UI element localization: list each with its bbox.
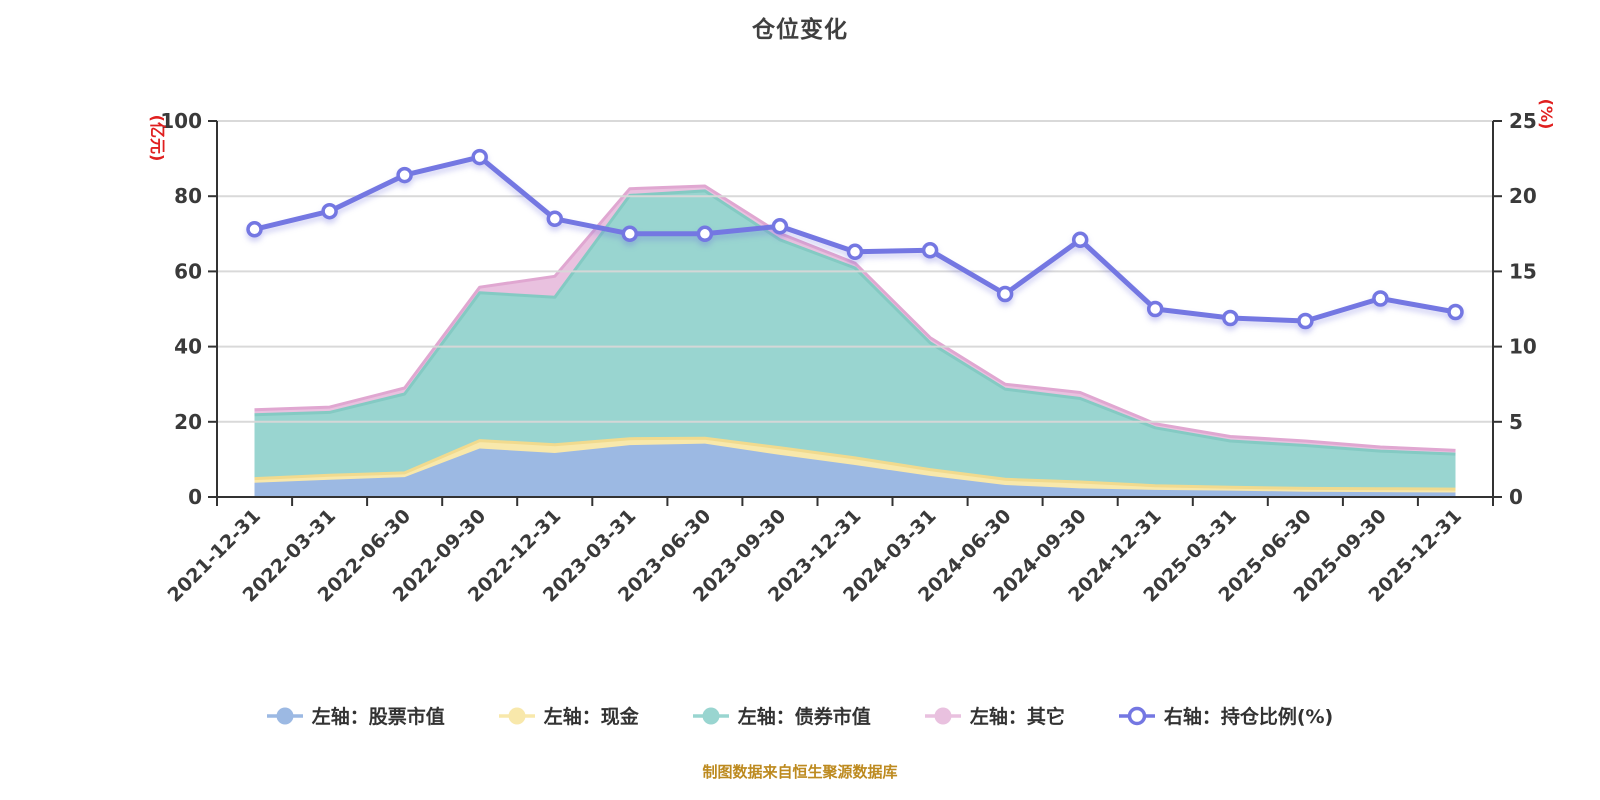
y-axis-left-label: 20: [174, 410, 202, 434]
y-axis-right-label: 10: [1509, 335, 1537, 359]
legend-item-4[interactable]: 左轴：其它: [924, 702, 1065, 729]
axes: [208, 120, 1502, 506]
y-axis-left-unit: (亿元): [148, 115, 167, 162]
area-top-edge-4: [254, 184, 1456, 452]
ratio-line-marker: [846, 243, 864, 261]
legend-marker-icon: [924, 707, 961, 724]
gridlines: [217, 120, 1493, 423]
y-axis-right-unit: (%): [1537, 99, 1556, 130]
ratio-line-marker: [771, 218, 789, 235]
y-axis-left-label: 60: [174, 259, 202, 283]
legend-marker-icon: [498, 707, 535, 724]
legend-item-label: 左轴：其它: [969, 706, 1065, 728]
legend-item-5[interactable]: 右轴：持仓比例(%): [1118, 702, 1334, 729]
y-axis-left-label: 100: [160, 109, 202, 133]
y-axis-right-label: 0: [1509, 485, 1523, 509]
ratio-line-marker: [1297, 312, 1314, 330]
chart-legend: 左轴：股票市值 左轴：现金 左轴：债券市值 左轴：其它 右轴：持仓比例(%): [0, 702, 1600, 729]
y-axis-right-label: 20: [1509, 184, 1537, 208]
ratio-line-marker: [1447, 303, 1464, 321]
ratio-line-marker: [996, 285, 1014, 303]
legend-marker-icon: [266, 707, 303, 724]
ratio-line-marker: [396, 166, 413, 184]
y-axis-left-label: 80: [174, 184, 202, 208]
legend-item-2[interactable]: 左轴：现金: [498, 702, 639, 729]
legend-item-label: 右轴：持仓比例(%): [1163, 706, 1334, 728]
ratio-line-marker: [321, 202, 338, 220]
chart-title: 仓位变化: [752, 17, 848, 43]
legend-item-label: 左轴：现金: [543, 706, 639, 728]
area-top-edge-2: [254, 436, 1456, 491]
legend-marker-icon: [692, 707, 729, 724]
ratio-line-marker: [1372, 290, 1389, 307]
area-series-1: [254, 443, 1456, 497]
ratio-line-marker: [921, 242, 939, 259]
legend-item-3[interactable]: 左轴：债券市值: [692, 702, 871, 729]
ratio-line-marker: [471, 148, 488, 166]
legend-item-1[interactable]: 左轴：股票市值: [266, 702, 445, 729]
ratio-line-series: [246, 148, 1464, 330]
ratio-line-marker: [1071, 231, 1089, 249]
y-axis-right-label: 15: [1509, 259, 1537, 283]
y-axis-right-label: 25: [1509, 109, 1537, 133]
ratio-line-marker: [246, 221, 263, 238]
area-series-3: [254, 190, 1456, 497]
legend-marker-icon: [1118, 706, 1155, 725]
ratio-line-marker: [546, 210, 564, 228]
legend-item-label: 左轴：股票市值: [311, 706, 445, 728]
area-top-edge-3: [254, 189, 1456, 456]
ratio-line-marker: [1146, 300, 1164, 318]
ratio-line-marker: [696, 225, 714, 243]
y-axis-right-label: 5: [1509, 410, 1523, 434]
ratio-line-marker: [621, 225, 639, 243]
stacked-areas: [254, 184, 1456, 497]
y-axis-left-label: 40: [174, 335, 202, 359]
legend-item-label: 左轴：债券市值: [737, 706, 871, 728]
y-axis-left-label: 0: [188, 485, 202, 509]
ratio-line-marker: [1222, 309, 1239, 327]
data-source-note: 制图数据来自恒生聚源数据库: [702, 763, 898, 781]
